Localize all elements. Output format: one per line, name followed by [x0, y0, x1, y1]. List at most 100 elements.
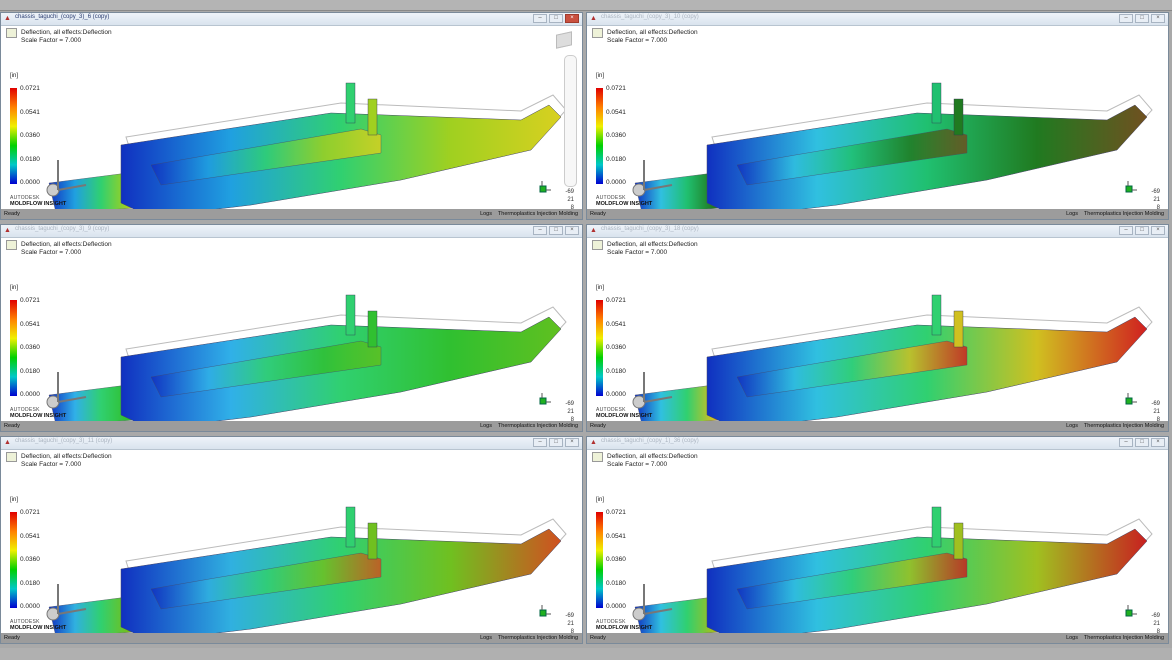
axis-arrow: [57, 396, 87, 403]
window-title: chassis_taguchi_(copy_3)_6 (copy): [15, 14, 110, 20]
3d-viewport[interactable]: Deflection, all effects:Deflection Scale…: [587, 449, 1168, 635]
3d-viewport[interactable]: Deflection, all effects:Deflection Scale…: [1, 25, 582, 211]
status-ready: Ready: [590, 211, 606, 217]
part-model: [46, 294, 567, 423]
legend-value: 0.0360: [20, 556, 40, 563]
window-title: chassis_taguchi_(copy_3)_18 (copy): [601, 226, 699, 232]
color-scale-bar: [10, 512, 17, 608]
moldflow-logo: MOLDFLOW INSIGHT: [10, 413, 67, 419]
part-rib: [150, 128, 382, 186]
close-button[interactable]: ×: [1151, 438, 1165, 447]
status-ready: Ready: [590, 635, 606, 641]
part-rib: [736, 340, 968, 398]
maximize-button[interactable]: □: [1135, 14, 1149, 23]
window-titlebar[interactable]: ▲ chassis_taguchi_(copy_3)_18 (copy) – □…: [587, 225, 1168, 238]
3d-viewport[interactable]: Deflection, all effects:Deflection Scale…: [1, 237, 582, 423]
minimize-button[interactable]: –: [533, 14, 547, 23]
part-post: [931, 506, 942, 548]
window-titlebar[interactable]: ▲ chassis_taguchi_(copy_3)_9 (copy) – □ …: [1, 225, 582, 238]
logs-button[interactable]: Logs: [480, 423, 492, 429]
logs-button[interactable]: Logs: [1066, 635, 1078, 641]
3d-viewport[interactable]: Deflection, all effects:Deflection Scale…: [587, 237, 1168, 423]
legend-value: 0.0180: [606, 579, 626, 587]
app-icon: ▲: [590, 15, 597, 22]
color-scale-bar: [596, 512, 603, 608]
logs-button[interactable]: Logs: [480, 635, 492, 641]
legend-value: 0.0180: [20, 579, 40, 587]
app-icon: ▲: [590, 227, 597, 234]
maximize-button[interactable]: □: [1135, 438, 1149, 447]
window-titlebar[interactable]: ▲ chassis_taguchi_(copy_3)_11 (copy) – □…: [1, 437, 582, 450]
autodesk-logo: AUTODESK: [10, 619, 40, 625]
coord-y: 21: [567, 409, 574, 415]
logs-button[interactable]: Logs: [1066, 423, 1078, 429]
result-window[interactable]: ▲ chassis_taguchi_(copy_3)_9 (copy) – □ …: [0, 224, 583, 432]
coord-x: -69: [1151, 401, 1160, 407]
close-button[interactable]: ×: [1151, 14, 1165, 23]
part-model: [46, 506, 567, 635]
maximize-button[interactable]: □: [549, 438, 563, 447]
maximize-button[interactable]: □: [1135, 226, 1149, 235]
legend-unit: [in]: [596, 497, 605, 503]
autodesk-logo: AUTODESK: [10, 407, 40, 413]
legend-value: 0.0180: [20, 367, 40, 375]
logs-button[interactable]: Logs: [1066, 211, 1078, 217]
autodesk-logo: AUTODESK: [596, 619, 626, 625]
minimize-button[interactable]: –: [1119, 14, 1133, 23]
axis-arrow: [57, 184, 87, 191]
window-title: chassis_taguchi_(copy_3)_11 (copy): [15, 438, 113, 444]
legend-value: 0.0541: [606, 532, 626, 540]
3d-viewport[interactable]: Deflection, all effects:Deflection Scale…: [1, 449, 582, 635]
close-button[interactable]: ×: [1151, 226, 1165, 235]
coord-z: 8: [1156, 417, 1160, 423]
color-scale-bar: [596, 300, 603, 396]
status-ready: Ready: [4, 635, 20, 641]
legend-value: 0.0360: [20, 132, 40, 139]
close-button[interactable]: ×: [565, 438, 579, 447]
window-titlebar[interactable]: ▲ chassis_taguchi_(copy_3)_10 (copy) – □…: [587, 13, 1168, 26]
result-window[interactable]: ▲ chassis_taguchi_(copy_1)_36 (copy) – □…: [586, 436, 1169, 644]
status-bar: Ready Logs Thermoplastics Injection Mold…: [587, 209, 1168, 219]
coord-x: -69: [565, 189, 574, 195]
minimize-button[interactable]: –: [1119, 438, 1133, 447]
part-post: [931, 294, 942, 336]
legend-value: 0.0000: [20, 603, 40, 610]
scale-factor: Scale Factor = 7.000: [607, 461, 668, 468]
result-window[interactable]: ▲ chassis_taguchi_(copy_3)_10 (copy) – □…: [586, 12, 1169, 220]
part-model: [632, 294, 1153, 423]
result-window[interactable]: ▲ chassis_taguchi_(copy_3)_18 (copy) – □…: [586, 224, 1169, 432]
coord-x: -69: [565, 401, 574, 407]
minimize-button[interactable]: –: [533, 226, 547, 235]
result-info-icon: [6, 452, 17, 462]
legend-value: 0.0721: [606, 509, 626, 516]
legend-unit: [in]: [10, 497, 19, 503]
analysis-mode: Thermoplastics Injection Molding: [1083, 635, 1164, 641]
coord-z: 8: [570, 205, 574, 211]
legend-value: 0.0721: [20, 297, 40, 304]
legend-value: 0.0541: [20, 108, 40, 116]
navigation-bar[interactable]: [564, 55, 577, 187]
result-window[interactable]: ▲ chassis_taguchi_(copy_3)_6 (copy) – □ …: [0, 12, 583, 220]
moldflow-logo: MOLDFLOW INSIGHT: [596, 201, 653, 207]
legend-value: 0.0721: [606, 297, 626, 304]
close-button[interactable]: ×: [565, 226, 579, 235]
legend-unit: [in]: [10, 73, 19, 79]
coord-z: 8: [570, 629, 574, 635]
3d-viewport[interactable]: Deflection, all effects:Deflection Scale…: [587, 25, 1168, 211]
logs-button[interactable]: Logs: [480, 211, 492, 217]
close-button[interactable]: ×: [565, 14, 579, 23]
minimize-button[interactable]: –: [1119, 226, 1133, 235]
coord-y: 21: [1153, 409, 1160, 415]
moldflow-logo: MOLDFLOW INSIGHT: [10, 625, 67, 631]
legend-value: 0.0180: [20, 155, 40, 163]
minimize-button[interactable]: –: [533, 438, 547, 447]
part-post: [345, 506, 356, 548]
maximize-button[interactable]: □: [549, 14, 563, 23]
result-info-icon: [592, 240, 603, 250]
part-post: [345, 82, 356, 124]
part-post: [367, 522, 378, 560]
window-titlebar[interactable]: ▲ chassis_taguchi_(copy_1)_36 (copy) – □…: [587, 437, 1168, 450]
maximize-button[interactable]: □: [549, 226, 563, 235]
result-window[interactable]: ▲ chassis_taguchi_(copy_3)_11 (copy) – □…: [0, 436, 583, 644]
window-titlebar[interactable]: ▲ chassis_taguchi_(copy_3)_6 (copy) – □ …: [1, 13, 582, 26]
